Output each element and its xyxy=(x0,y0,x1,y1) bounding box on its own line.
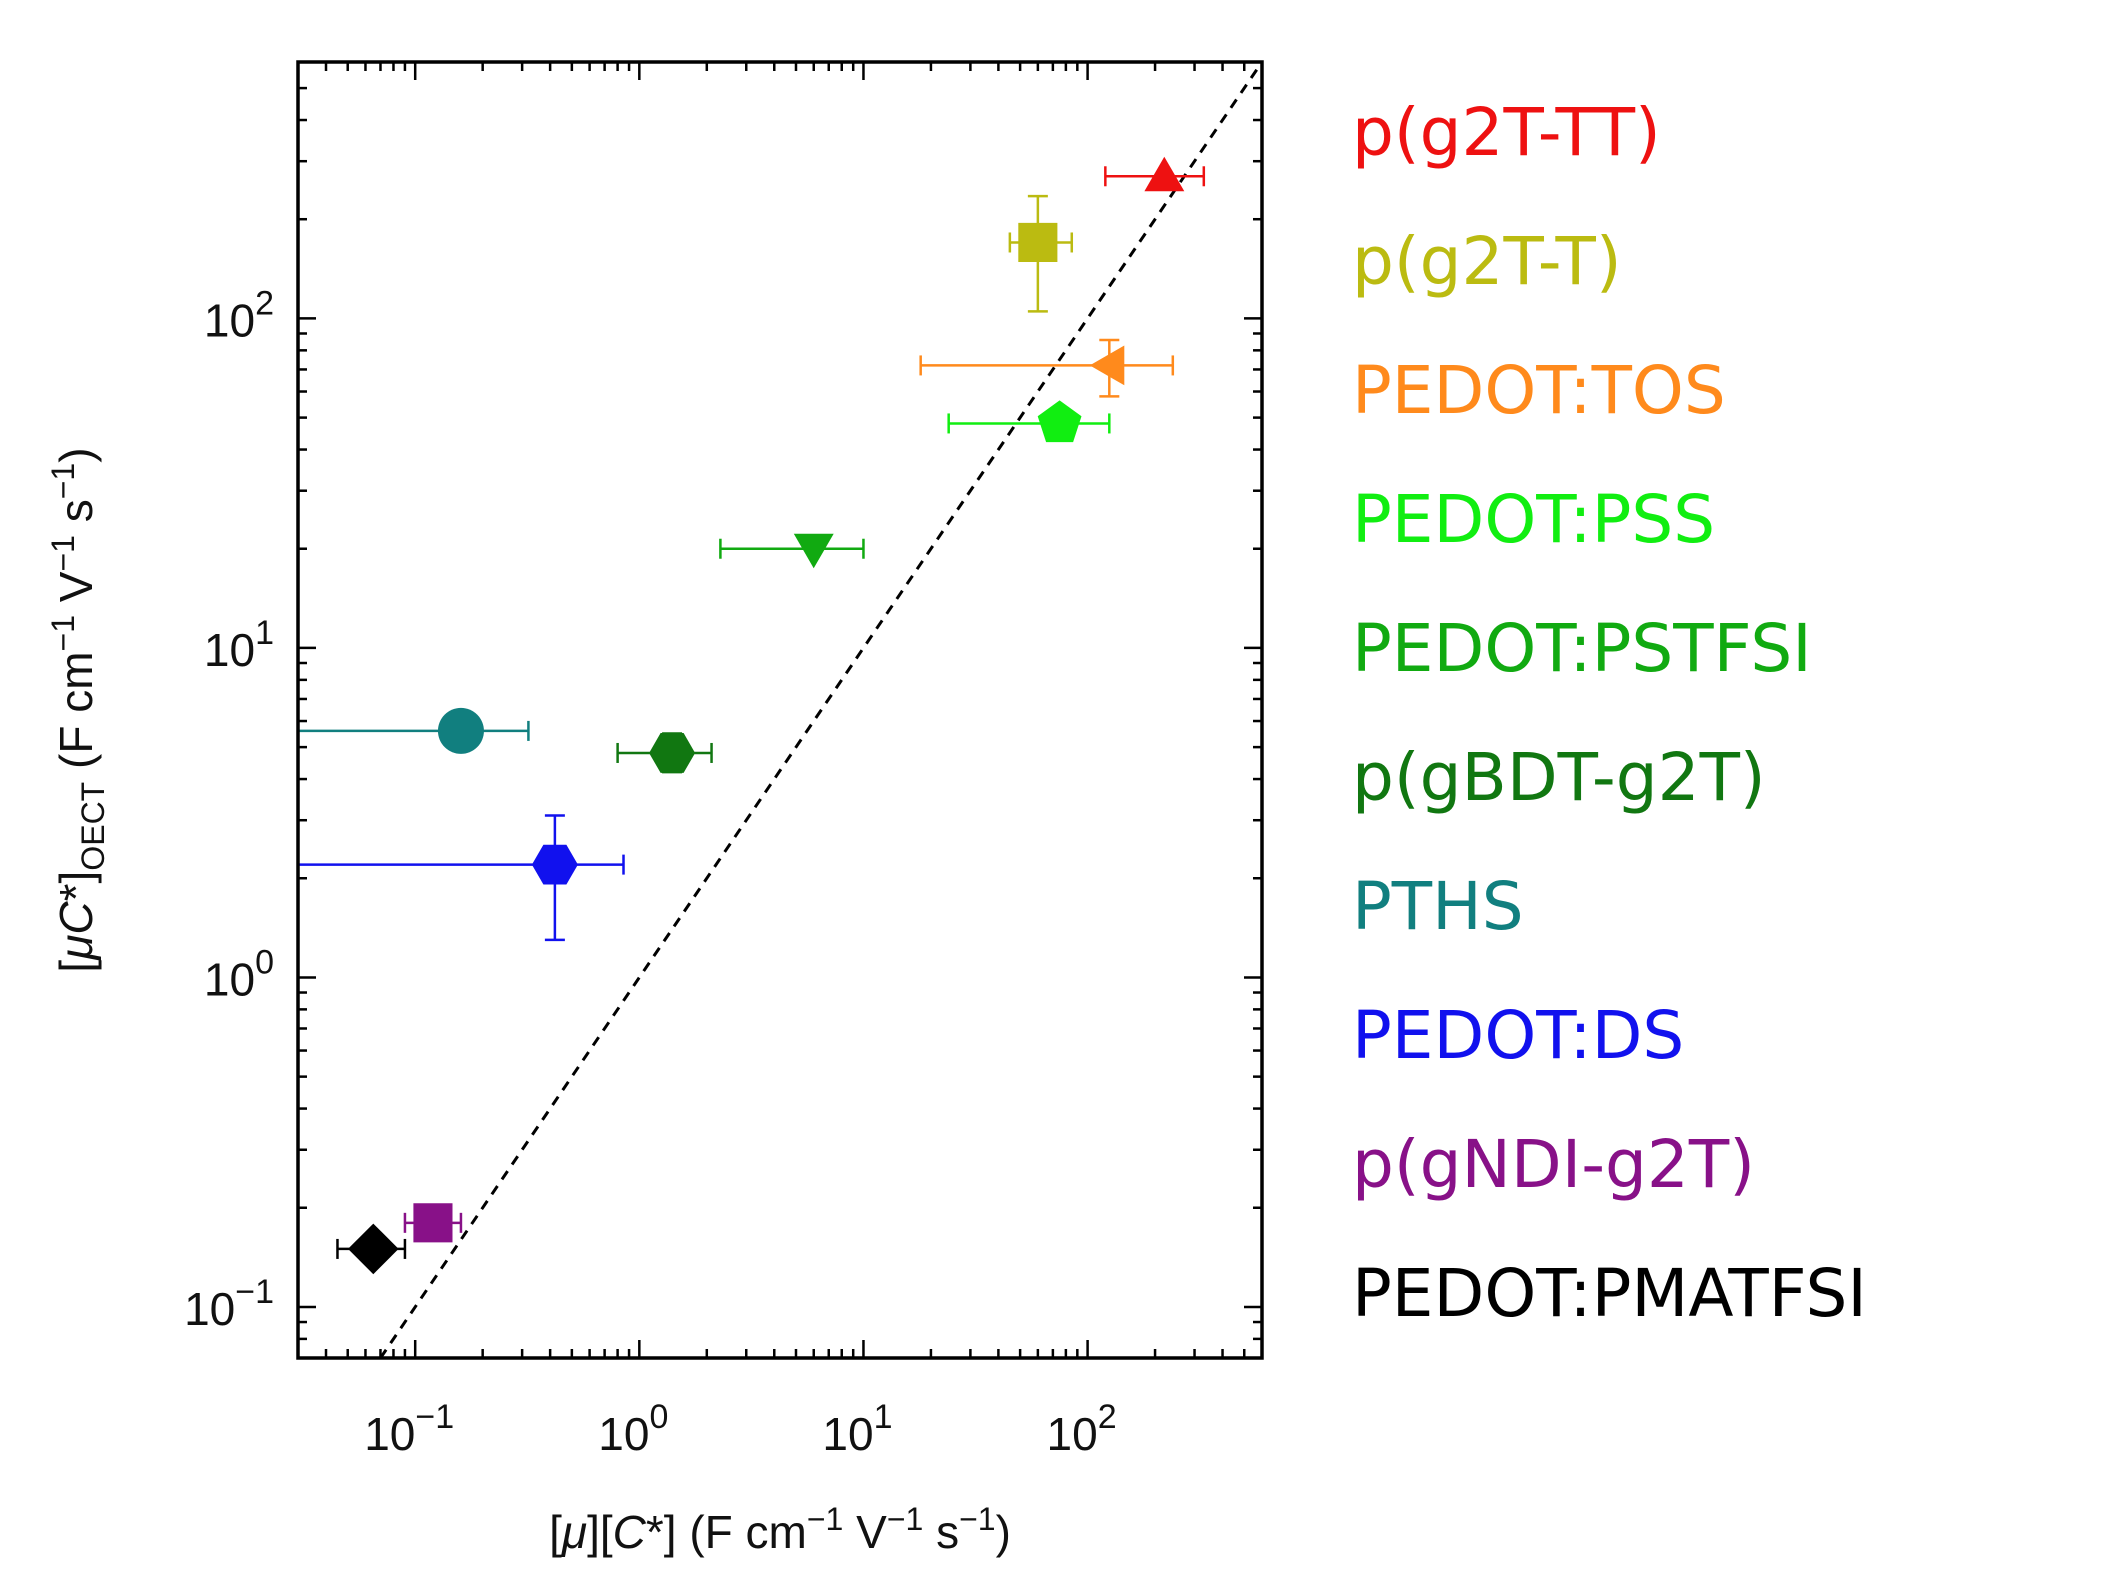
data-point xyxy=(1104,156,1206,192)
reference-line-layer xyxy=(379,61,1264,1359)
data-point xyxy=(336,1223,407,1275)
legend-entry: PEDOT:PMATFSI xyxy=(1352,1255,1867,1332)
axis-ticks xyxy=(296,60,1264,1360)
marker-pentagon xyxy=(1037,400,1082,443)
marker-triangle-up xyxy=(1144,156,1185,192)
data-point xyxy=(719,533,865,569)
marker-square xyxy=(1018,222,1058,262)
x-tick-label: 101 xyxy=(822,1398,892,1460)
legend-entry: p(g2T-T) xyxy=(1352,223,1622,300)
legend-entry: PEDOT:DS xyxy=(1352,997,1684,1074)
tick-labels: 10−1 100 101 102 10−1 100 101 102 xyxy=(184,284,1117,1460)
legend-entry: PTHS xyxy=(1352,868,1524,945)
x-tick-label: 102 xyxy=(1047,1398,1117,1460)
marker-triangle-down xyxy=(793,533,834,569)
data-point xyxy=(919,338,1175,398)
marker-square xyxy=(413,1203,453,1243)
data-point xyxy=(296,707,530,754)
y-tick-label: 10−1 xyxy=(184,1273,274,1335)
legend-entry: p(gNDI-g2T) xyxy=(1352,1126,1755,1203)
legend-entry: PEDOT:PSTFSI xyxy=(1352,610,1812,687)
marker-diamond xyxy=(348,1223,399,1275)
plot-frame xyxy=(296,60,1264,1360)
y-tick-label: 102 xyxy=(204,284,274,346)
marker-hexagon xyxy=(649,733,696,773)
marker-triangle-left xyxy=(1089,345,1125,386)
x-tick-label: 10−1 xyxy=(364,1398,454,1460)
data-point xyxy=(1008,194,1074,313)
legend-entry: p(gBDT-g2T) xyxy=(1352,739,1766,816)
marker-hexagon xyxy=(531,844,578,885)
legend-entry: PEDOT:TOS xyxy=(1352,352,1726,429)
data-point xyxy=(296,814,625,942)
x-tick-label: 100 xyxy=(598,1398,668,1460)
data-point xyxy=(403,1203,463,1243)
data-points xyxy=(296,156,1206,1275)
y-tick-label: 100 xyxy=(204,943,274,1005)
legend-entry: PEDOT:PSS xyxy=(1352,481,1715,558)
y-axis-label: [μC*]OECT (F cm−1 V−1 s−1) xyxy=(45,447,111,972)
reference-line xyxy=(379,61,1264,1359)
y-tick-label: 101 xyxy=(204,614,274,676)
data-point xyxy=(947,400,1111,443)
x-axis-label: [μ][C*] (F cm−1 V−1 s−1) xyxy=(549,1501,1011,1558)
legend: p(g2T-TT) p(g2T-T) PEDOT:TOS PEDOT:PSS PEDOT… xyxy=(1352,94,1867,1332)
legend-entry: p(g2T-TT) xyxy=(1352,94,1661,171)
data-point xyxy=(616,732,713,774)
marker-circle xyxy=(437,707,484,754)
